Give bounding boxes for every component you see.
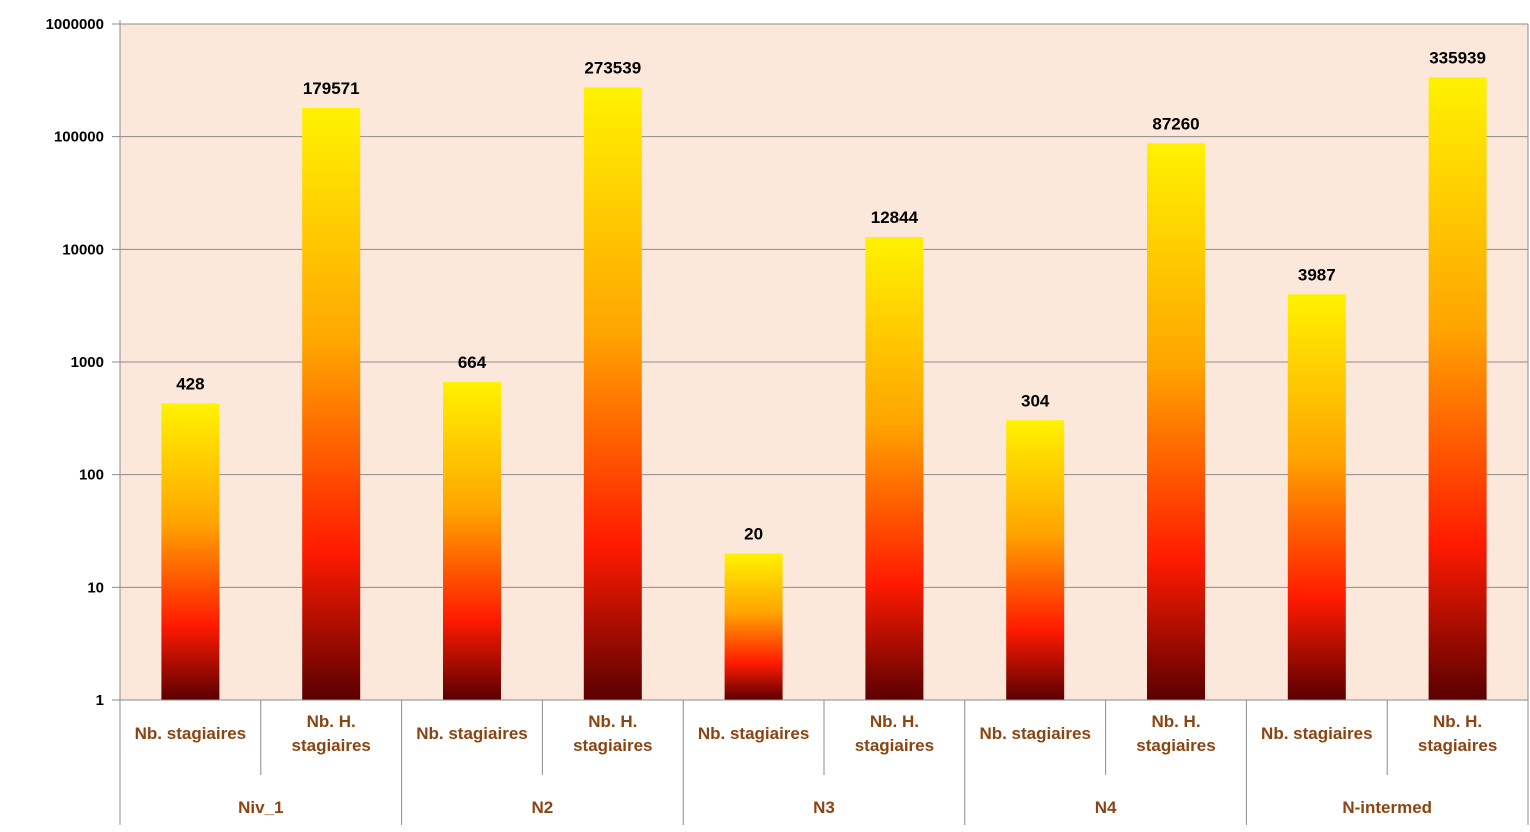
data-labels: 428 179571 664 273539 20 12844 304 87260 3987 335… [176,48,1486,543]
bar [1287,294,1346,700]
bars [161,77,1487,701]
y-tick-label: 100000 [54,129,104,146]
bar-value-label: 273539 [584,58,641,77]
bar [1147,143,1205,700]
x-tick-label: Nb. stagiaires [1261,724,1373,743]
bar [443,382,501,700]
bar-value-label: 20 [744,524,763,543]
x-tick-label: Nb. H. stagiaires [1136,712,1215,755]
y-axis-tick-labels: 1 10 100 1000 10000 100000 1000000 [46,16,104,709]
x-tick-label: Nb. stagiaires [135,724,247,743]
x-tick-label: Nb. stagiaires [416,724,528,743]
bar-value-label: 304 [1021,391,1050,410]
y-tick-label: 10 [87,579,104,596]
x-group-label: N2 [532,798,554,817]
bar-value-label: 12844 [871,208,919,227]
y-tick-label: 10000 [62,241,104,258]
x-tick-label: Nb. H. stagiaires [855,712,934,755]
bar [161,403,220,700]
x-tick-label: Nb. H. stagiaires [1418,712,1497,755]
x-tick-label: Nb. stagiaires [979,724,1091,743]
bar [865,237,924,700]
y-tick-label: 1 [96,692,104,709]
bar-value-label: 3987 [1298,265,1336,284]
x-group-label: N3 [813,798,835,817]
bar [1428,77,1487,701]
bar [302,108,361,701]
x-tick-label: Nb. H. stagiaires [292,712,371,755]
bar-value-label: 335939 [1429,48,1486,67]
y-tick-label: 1000 [71,354,104,371]
x-group-label: N-intermed [1342,798,1432,817]
y-tick-label: 100 [79,467,104,484]
y-tick-label: 1000000 [46,16,104,33]
bar [583,87,642,701]
bar-value-label: 664 [458,353,487,372]
bar-value-label: 428 [176,375,204,394]
bar-value-label: 87260 [1152,114,1199,133]
x-group-label: Niv_1 [238,798,283,817]
x-axis: Nb. stagiaires Nb. H. stagiaires Niv_1 Nb. s… [119,20,1529,825]
x-tick-label: Nb. stagiaires [698,724,810,743]
bar [724,553,783,700]
x-group-label: N4 [1095,798,1117,817]
x-tick-label: Nb. H. stagiaires [573,712,652,755]
bar [1006,420,1065,700]
bar-value-label: 179571 [303,79,360,98]
